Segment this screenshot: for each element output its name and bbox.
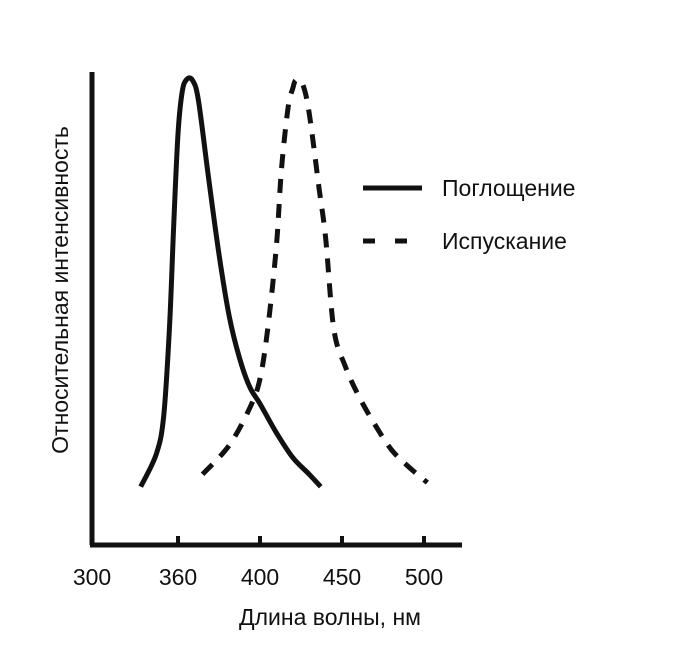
absorption-series-line: [138, 75, 323, 489]
x-tick-label: 400: [241, 564, 279, 590]
x-axis-ticks: 300 360 400 450 500: [73, 536, 443, 590]
legend-label: Поглощение: [442, 175, 575, 201]
x-tick-label: 360: [159, 564, 197, 590]
x-tick-label: 300: [73, 564, 111, 590]
y-axis-label: Относительная интенсивность: [47, 126, 73, 454]
emission-series-line: [200, 77, 429, 485]
x-tick-label: 450: [323, 564, 361, 590]
x-axis-label: Длина волны, нм: [239, 604, 421, 630]
x-tick-label: 500: [405, 564, 443, 590]
plot-area: [138, 75, 429, 489]
legend-label: Испускание: [442, 228, 567, 254]
axes: [89, 72, 462, 548]
legend: Поглощение Испускание: [363, 175, 575, 254]
